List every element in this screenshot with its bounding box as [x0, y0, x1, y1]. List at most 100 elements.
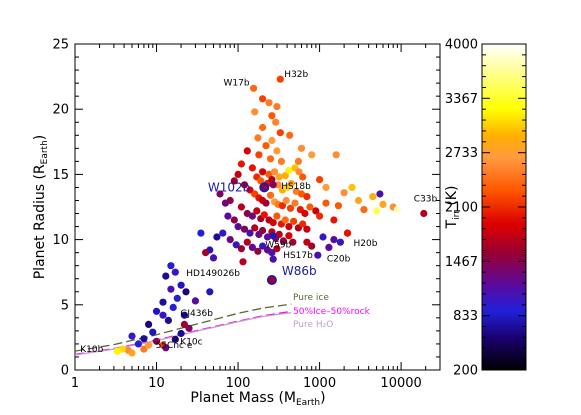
planet-point [248, 164, 256, 172]
planet-point [316, 212, 324, 220]
planet-point-c33b [420, 209, 428, 218]
planet-point [330, 216, 338, 224]
planet-point [277, 157, 285, 165]
planet-point [128, 332, 136, 340]
planet-point [273, 245, 281, 253]
planet-point [169, 303, 177, 311]
x-tick-label: 10 [148, 376, 165, 391]
planet-point [240, 181, 249, 189]
x-tick-label: 10000 [380, 376, 421, 391]
planet-point [285, 223, 293, 231]
plot-frame [74, 43, 441, 371]
planet-point [285, 232, 293, 240]
planet-point [297, 144, 306, 152]
planet-point [251, 224, 259, 232]
colorbar-tick-label: 4000 [445, 38, 478, 53]
planet-point [262, 199, 270, 207]
planet-point [336, 238, 344, 246]
planet-point-hd149026b [239, 258, 247, 266]
x-tick-label: 100 [226, 376, 251, 391]
planet-point [322, 199, 330, 207]
colorbar: 200 833 1467 2100 2733 3367 4000 Tirr (K) [444, 38, 527, 379]
planet-point [319, 233, 327, 241]
planet-point [191, 297, 199, 305]
planet-point [213, 233, 221, 241]
planet-point [262, 142, 270, 150]
y-tick-label: 5 [61, 298, 69, 313]
x-axis-title: Planet Mass (MEarth) [190, 390, 325, 408]
planet-point [314, 251, 322, 259]
planet-point [159, 298, 167, 306]
planet-point [299, 220, 307, 228]
legend-entry: Pure ice [293, 293, 329, 303]
planet-point [243, 147, 251, 155]
planet-point [273, 147, 281, 155]
legend: Pure ice 50%Ice–50%rock Pure H₂O [293, 293, 371, 330]
planet-point [173, 294, 181, 302]
planet-point [297, 190, 306, 198]
planet-point [164, 316, 172, 324]
planet-point [253, 207, 261, 215]
planet-point [254, 134, 262, 142]
planet-point [268, 249, 276, 257]
planet-point [197, 229, 205, 237]
planet-point [273, 212, 281, 220]
planet-point [306, 203, 314, 211]
planet-point [152, 337, 161, 345]
planet-point [278, 202, 286, 210]
planet-point [237, 203, 245, 211]
planet-point-h32b [276, 75, 284, 83]
x-tick-label: 1000 [303, 376, 336, 391]
planet-label-w102b: W102b [208, 180, 250, 194]
planet-point [234, 170, 242, 178]
planet-point [263, 233, 272, 241]
planet-point-h20b [343, 229, 352, 237]
planet-point [291, 199, 299, 207]
planet-point [162, 272, 170, 280]
planet-point [281, 172, 289, 180]
planet-point-55cnc-e [145, 341, 153, 349]
planet-label-w59b: W59b [265, 241, 291, 251]
planet-point [202, 249, 210, 257]
planet-point [308, 242, 316, 250]
planet-point [226, 196, 234, 205]
planet-point [140, 335, 148, 343]
planet-point [379, 200, 387, 208]
planet-point [286, 131, 294, 139]
planet-point [281, 216, 289, 224]
y-axis-ticks: 0 5 10 15 20 25 [52, 38, 440, 379]
y-tick-label: 0 [61, 364, 69, 379]
planet-point [152, 307, 161, 315]
planet-point [171, 268, 179, 276]
planet-point [270, 168, 279, 176]
planet-point [248, 243, 256, 251]
y-tick-label: 10 [52, 233, 69, 248]
planet-point [265, 99, 273, 107]
planet-point [312, 207, 320, 215]
planet-point [360, 206, 368, 214]
planet-point [316, 176, 324, 184]
planet-point [308, 151, 316, 159]
planet-point [275, 230, 283, 238]
planet-point [294, 157, 302, 165]
planet-point [285, 166, 293, 175]
planet-label-w17b: W17b [224, 78, 250, 88]
planet-point [276, 129, 284, 137]
model-curves [74, 303, 292, 356]
planet-point [259, 242, 267, 250]
planet-point-w86b [266, 274, 277, 285]
planet-point [303, 238, 311, 246]
planet-point [295, 168, 303, 176]
planet-point [255, 151, 263, 159]
planet-point [273, 103, 281, 111]
planet-label-k10c: K10c [180, 337, 202, 347]
planet-point [259, 226, 267, 235]
planet-point [299, 173, 307, 181]
planet-label-gj436b: GJ436b [180, 309, 213, 319]
y-tick-label: 20 [52, 103, 69, 118]
planet-point [159, 311, 167, 319]
colorbar-title: Tirr (K) [444, 186, 462, 230]
planet-point [330, 236, 338, 244]
